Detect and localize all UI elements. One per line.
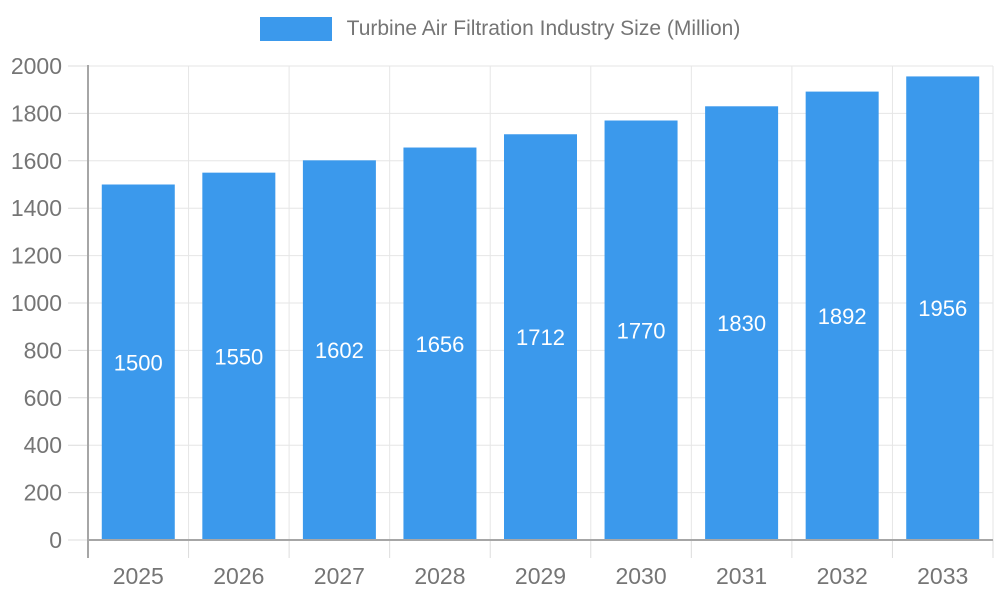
x-axis-label: 2033 [917,563,968,589]
bar-value-label: 1500 [114,350,163,375]
x-axis-label: 2031 [716,563,767,589]
y-axis-label: 400 [24,432,62,458]
bar-value-label: 1712 [516,325,565,350]
x-axis-label: 2027 [314,563,365,589]
x-axis-label: 2030 [615,563,666,589]
bar-value-label: 1550 [214,344,263,369]
bar-2027[interactable] [302,160,376,541]
bar-value-label: 1830 [717,311,766,336]
bar-2030[interactable] [604,120,678,540]
x-axis-label: 2028 [414,563,465,589]
bar-2025[interactable] [101,184,175,541]
y-axis-label: 0 [49,527,62,553]
y-axis-label: 2000 [11,53,62,79]
y-axis-label: 800 [24,337,62,363]
bar-2026[interactable] [202,172,276,540]
y-axis-label: 1800 [11,100,62,126]
y-axis-label: 1400 [11,195,62,221]
bar-value-label: 1892 [818,304,867,329]
bar-value-label: 1770 [617,318,666,343]
bar-2033[interactable] [906,76,980,540]
x-axis-label: 2025 [113,563,164,589]
bar-2031[interactable] [705,106,779,540]
bar-value-label: 1656 [415,332,464,357]
legend-swatch[interactable] [259,17,332,41]
bar-2032[interactable] [805,91,879,540]
y-axis-label: 1600 [11,148,62,174]
bar-2028[interactable] [403,147,477,540]
x-axis-label: 2026 [213,563,264,589]
y-axis-label: 200 [24,480,62,506]
x-axis-label: 2029 [515,563,566,589]
y-axis-label: 1000 [11,290,62,316]
legend[interactable]: Turbine Air Filtration Industry Size (Mi… [0,17,1000,41]
y-axis-label: 1200 [11,243,62,269]
bar-value-label: 1602 [315,338,364,363]
bar-value-label: 1956 [918,296,967,321]
legend-label[interactable]: Turbine Air Filtration Industry Size (Mi… [346,17,741,40]
bar-2029[interactable] [504,134,577,541]
y-axis-label: 600 [24,385,62,411]
x-axis-label: 2032 [817,563,868,589]
